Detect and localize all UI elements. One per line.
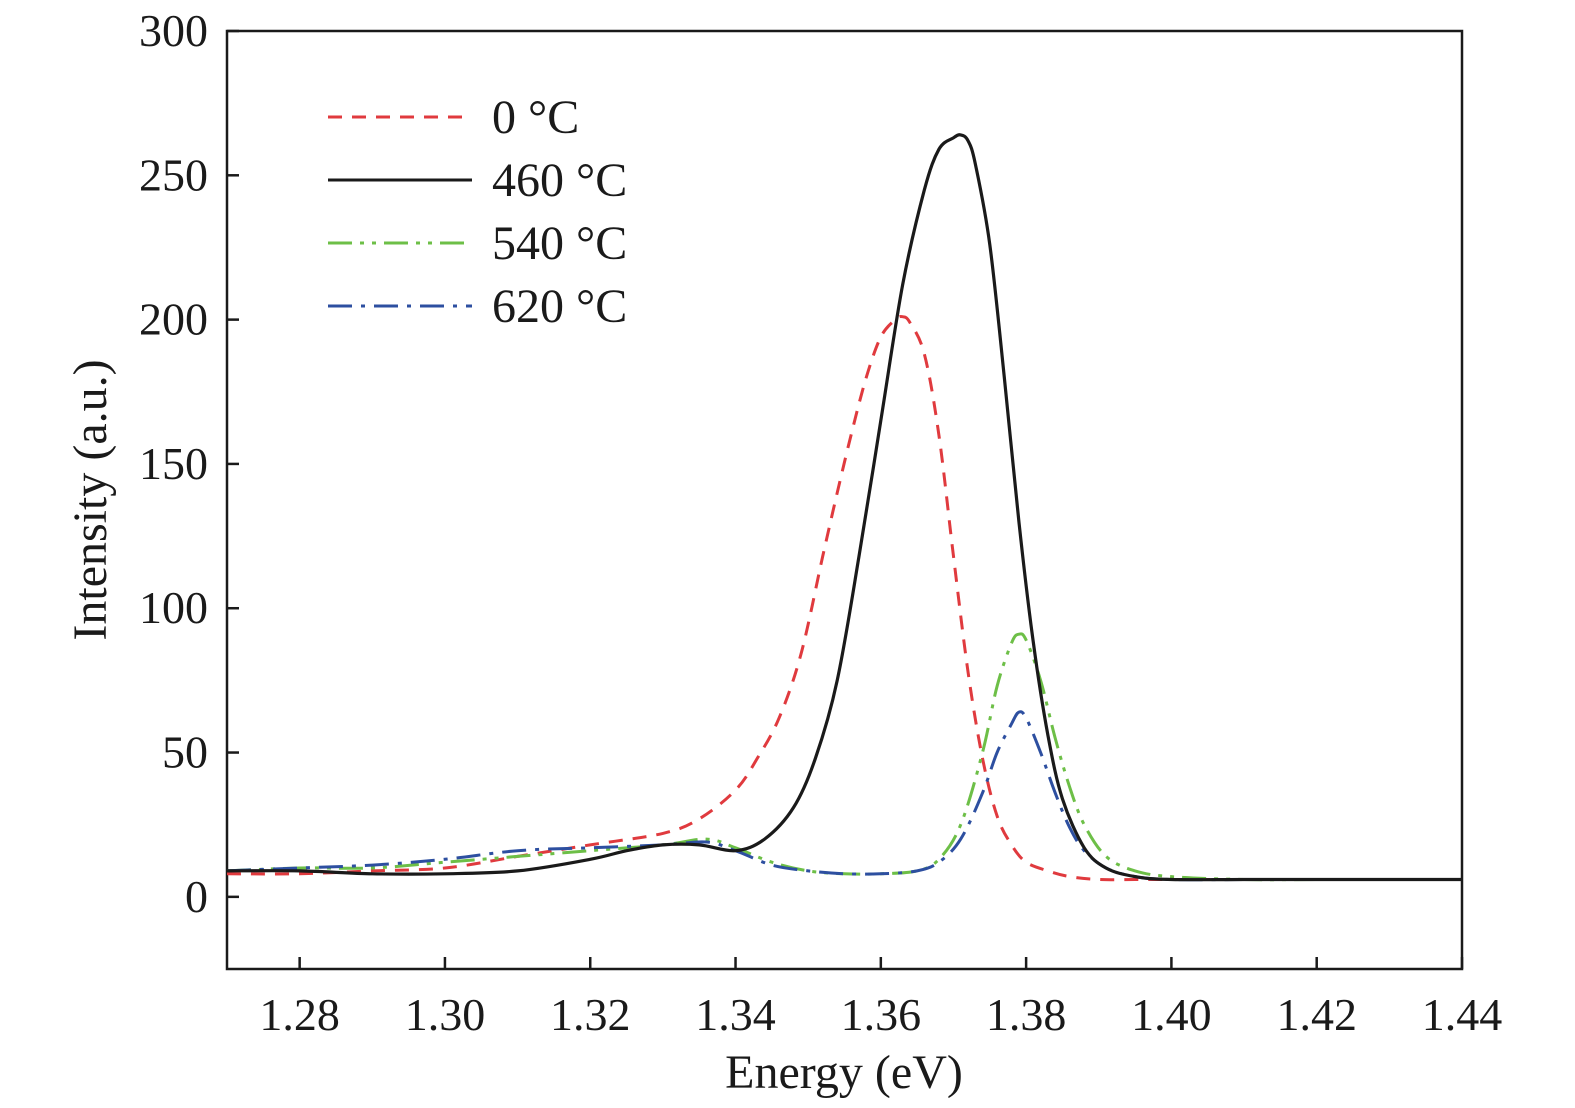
plot-area [225,29,1464,971]
x-tick-label: 1.36 [841,989,922,1040]
y-tick-label: 250 [139,149,208,200]
x-tick-label: 1.38 [986,989,1067,1040]
x-tick-label: 1.42 [1276,989,1357,1040]
x-tick-label: 1.44 [1422,989,1503,1040]
y-tick-label: 100 [139,582,208,633]
series-line-0 [226,314,1462,882]
y-tick-label: 300 [139,5,208,56]
x-tick-label: 1.34 [695,989,776,1040]
y-axis: 0 50 100 150 200 250 300 [139,5,239,922]
series-layer [226,133,1462,882]
legend-label: 0 °C [492,91,579,144]
legend-label: 620 °C [492,280,627,333]
x-tick-label: 1.30 [405,989,486,1040]
series-line-3 [226,710,1462,882]
x-axis: 1.28 1.30 1.32 1.34 1.36 1.38 1.40 1.42 1.44 [259,957,1502,1040]
y-tick-label: 50 [162,727,208,778]
y-axis-label: Intensity (a.u.) [64,359,117,640]
y-tick-label: 150 [139,438,208,489]
y-tick-label: 0 [185,871,208,922]
legend: 0 °C 460 °C 540 °C 620 °C [328,91,627,333]
x-axis-label: Energy (eV) [725,1046,963,1099]
x-tick-label: 1.32 [550,989,631,1040]
legend-label: 540 °C [492,217,627,270]
x-tick-label: 1.28 [259,989,340,1040]
y-tick-label: 200 [139,294,208,345]
series-line-2 [226,632,1462,882]
x-tick-label: 1.40 [1131,989,1212,1040]
legend-label: 460 °C [492,154,627,207]
series-line-1 [226,133,1462,882]
